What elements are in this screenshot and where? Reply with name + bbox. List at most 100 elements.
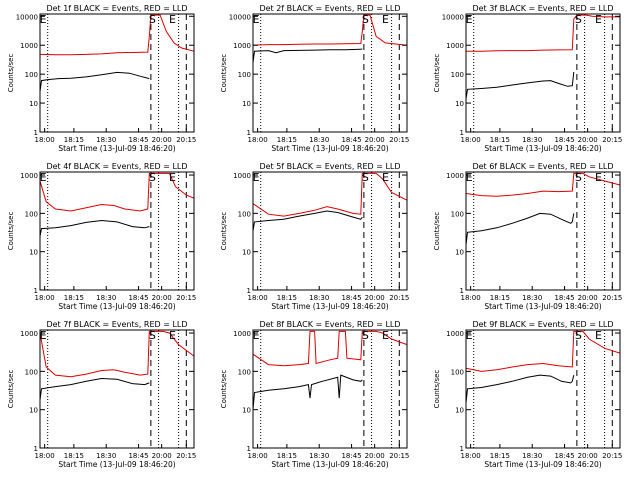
event-marker-label: S [362,13,369,26]
x-axis-label: Start Time (13-Jul-09 18:46:20) [484,144,601,153]
panel-title: Det 8f BLACK = Events, RED = LLD [259,320,400,329]
event-marker-label: S [149,329,156,342]
panel-title: Det 3f BLACK = Events, RED = LLD [472,4,613,13]
y-tick-label: 1 [34,129,38,137]
events-series-line [465,212,575,245]
event-marker-label: E [253,329,260,342]
event-marker-label: S [575,13,582,26]
x-tick-label: 20:00 [365,136,385,144]
x-tick-label: 18:15 [64,294,84,302]
y-axis-label: Counts/sec [7,370,15,409]
x-tick-label: 18:45 [128,294,148,302]
x-tick-label: 18:15 [64,452,84,460]
events-series-line [39,219,150,237]
y-tick-label: 10000 [442,13,464,21]
x-tick-label: 18:45 [341,294,361,302]
y-tick-label: 100 [238,210,251,218]
event-marker-label: E [466,329,473,342]
x-tick-label: 18:30 [309,452,329,460]
y-tick-label: 10 [455,407,464,415]
y-tick-label: 1000 [20,172,38,180]
y-tick-label: 1000 [233,330,251,338]
y-axis-label: Counts/sec [7,212,15,251]
event-marker-label: S [362,329,369,342]
plot-frame [39,13,195,133]
x-tick-label: 20:15 [176,294,196,302]
plot-frame [465,329,621,449]
x-tick-label: 18:30 [309,294,329,302]
event-marker-label: E [466,171,473,184]
y-tick-label: 100 [25,71,38,79]
panel-title: Det 5f BLACK = Events, RED = LLD [259,162,400,171]
plot-frame [252,13,408,133]
x-tick-label: 18:00 [35,136,55,144]
events-series-line [252,374,363,410]
y-tick-label: 1000 [233,42,251,50]
event-marker-label: S [575,171,582,184]
event-marker-label: E [40,13,47,26]
x-tick-label: 18:45 [341,452,361,460]
y-tick-label: 10 [29,100,38,108]
event-marker-label: E [382,13,389,26]
x-tick-label: 20:00 [365,294,385,302]
x-axis-label: Start Time (13-Jul-09 18:46:20) [58,460,175,469]
x-tick-label: 18:00 [461,136,481,144]
x-tick-label: 18:00 [461,452,481,460]
x-tick-label: 18:45 [554,452,574,460]
y-tick-label: 10 [455,249,464,257]
x-tick-label: 18:30 [522,136,542,144]
x-tick-label: 18:30 [96,136,116,144]
plot-frame [465,13,621,133]
x-tick-label: 20:15 [176,136,196,144]
y-tick-label: 1000 [446,42,464,50]
y-tick-label: 1 [247,445,251,453]
x-tick-label: 18:45 [554,294,574,302]
y-tick-label: 1 [460,129,464,137]
panel-title: Det 9f BLACK = Events, RED = LLD [472,320,613,329]
y-tick-label: 1000 [446,330,464,338]
x-tick-label: 18:30 [96,294,116,302]
event-marker-label: S [149,13,156,26]
event-marker-label: E [595,13,602,26]
event-marker-label: E [595,329,602,342]
x-axis-label: Start Time (13-Jul-09 18:46:20) [271,302,388,311]
x-axis-label: Start Time (13-Jul-09 18:46:20) [484,460,601,469]
x-tick-label: 18:15 [277,294,297,302]
events-series-line [252,48,363,63]
lld-series-line [39,330,195,378]
y-tick-label: 1000 [20,42,38,50]
y-tick-label: 10 [242,249,251,257]
lld-series-line [252,14,408,46]
x-tick-label: 20:00 [152,294,172,302]
lld-series-line [252,330,408,367]
y-axis-label: Counts/sec [433,370,441,409]
event-marker-label: E [40,171,47,184]
lld-series-line [465,172,621,197]
y-tick-label: 100 [25,368,38,376]
x-tick-label: 20:00 [365,452,385,460]
event-marker-label: S [362,171,369,184]
event-marker-label: E [253,13,260,26]
y-axis-label: Counts/sec [433,212,441,251]
y-tick-label: 100 [238,368,251,376]
y-tick-label: 100 [451,210,464,218]
y-tick-label: 1000 [20,330,38,338]
y-tick-label: 1 [247,129,251,137]
lld-series-line [39,172,195,212]
y-axis-label: Counts/sec [7,54,15,93]
y-tick-label: 1 [34,287,38,295]
y-tick-label: 10 [242,100,251,108]
x-tick-label: 18:30 [96,452,116,460]
x-tick-label: 18:15 [277,136,297,144]
event-marker-label: E [40,329,47,342]
events-series-line [252,210,363,231]
y-tick-label: 1 [460,287,464,295]
event-marker-label: E [382,171,389,184]
x-tick-label: 18:00 [248,452,268,460]
x-tick-label: 18:45 [554,136,574,144]
